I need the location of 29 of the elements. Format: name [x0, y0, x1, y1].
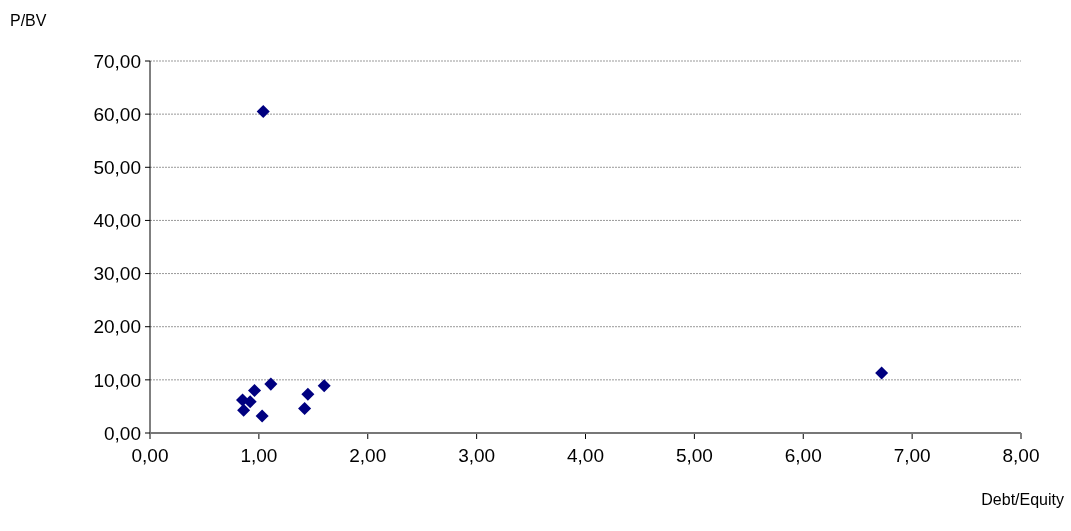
x-tick-label: 1,00	[240, 445, 278, 466]
x-tick-label: 5,00	[675, 445, 713, 466]
y-tick-label: 40,00	[93, 210, 141, 232]
y-tick-label: 50,00	[93, 156, 141, 178]
x-tick-label: 8,00	[1002, 445, 1040, 466]
point	[243, 395, 257, 409]
point	[255, 409, 269, 423]
point	[248, 383, 262, 398]
y-tick-label: 0,00	[104, 422, 141, 444]
point	[298, 402, 312, 416]
point	[875, 366, 889, 380]
y-tick-label: 60,00	[93, 103, 141, 125]
x-tick-label: 3,00	[458, 445, 496, 466]
point	[264, 377, 278, 391]
x-tick-label: 2,00	[349, 445, 387, 466]
y-tick-label: 10,00	[93, 369, 141, 391]
x-tick-label: 0,00	[131, 445, 169, 466]
y-tick-label: 20,00	[93, 316, 141, 338]
y-tick-label: 30,00	[93, 263, 141, 285]
point	[237, 403, 251, 417]
x-tick-label: 4,00	[567, 445, 604, 466]
point	[317, 379, 331, 393]
x-tick-label: 6,00	[784, 445, 822, 466]
y-axis-title: P/BV	[10, 12, 47, 29]
y-tick-label: 70,00	[93, 50, 141, 72]
x-axis-title: Debt/Equity	[981, 491, 1064, 508]
x-tick-label: 7,00	[893, 445, 931, 466]
point	[256, 104, 270, 119]
point	[301, 387, 315, 401]
